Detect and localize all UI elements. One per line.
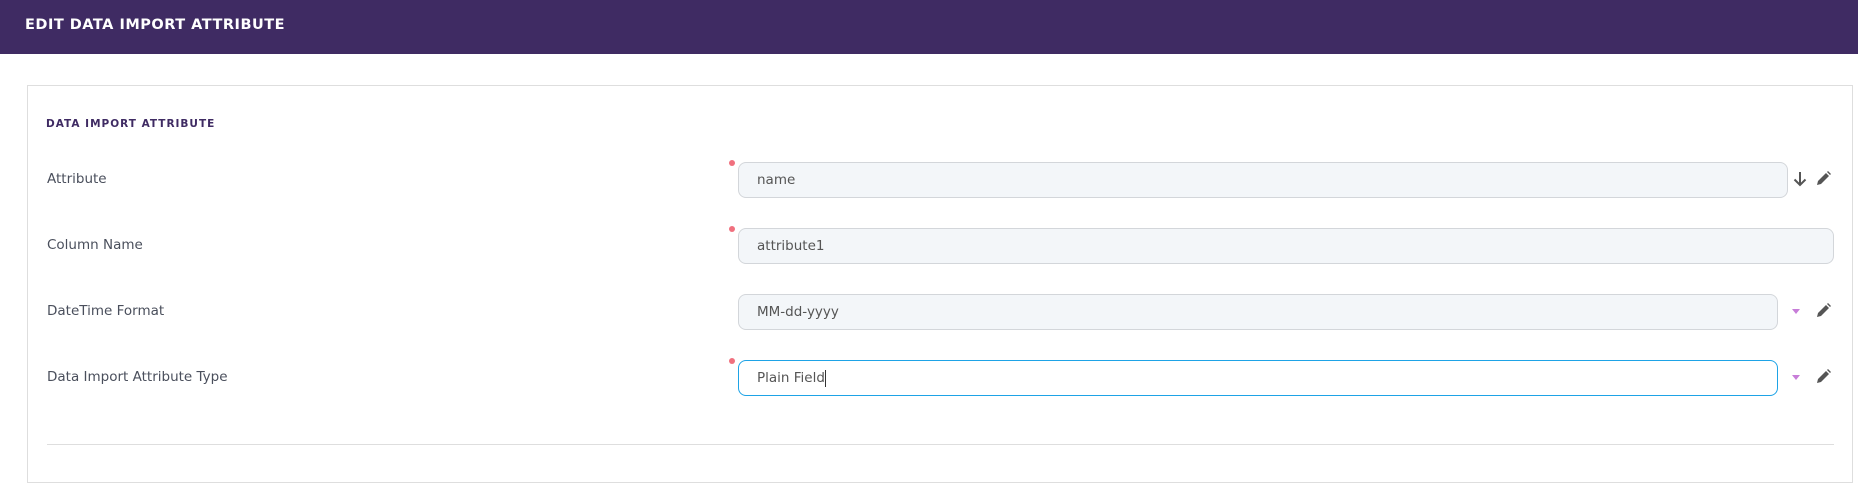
page-title: EDIT DATA IMPORT ATTRIBUTE <box>25 17 286 33</box>
pencil-icon[interactable] <box>1816 171 1831 186</box>
column-name-input[interactable]: attribute1 <box>738 228 1834 264</box>
required-indicator <box>729 358 735 364</box>
required-indicator <box>729 226 735 232</box>
datetime-format-select[interactable]: MM-dd-yyyy <box>738 294 1778 330</box>
pencil-icon[interactable] <box>1816 369 1831 384</box>
column-name-label: Column Name <box>47 237 143 253</box>
datetime-format-label: DateTime Format <box>47 303 165 319</box>
divider <box>47 444 1834 445</box>
page-header: EDIT DATA IMPORT ATTRIBUTE <box>0 0 1858 54</box>
pencil-icon[interactable] <box>1816 303 1831 318</box>
text-cursor <box>824 369 826 387</box>
import-attribute-type-label: Data Import Attribute Type <box>47 369 228 385</box>
import-attribute-type-input[interactable]: Plain Field <box>738 360 1778 396</box>
caret-down-icon[interactable] <box>1792 309 1800 314</box>
arrow-down-icon[interactable] <box>1793 171 1807 187</box>
import-attribute-type-value: Plain Field <box>757 370 825 386</box>
attribute-label: Attribute <box>47 171 107 187</box>
required-indicator <box>729 160 735 166</box>
caret-down-icon[interactable] <box>1792 375 1800 380</box>
attribute-input[interactable]: name <box>738 162 1788 198</box>
section-title: DATA IMPORT ATTRIBUTE <box>46 118 216 130</box>
form-card <box>27 85 1853 483</box>
